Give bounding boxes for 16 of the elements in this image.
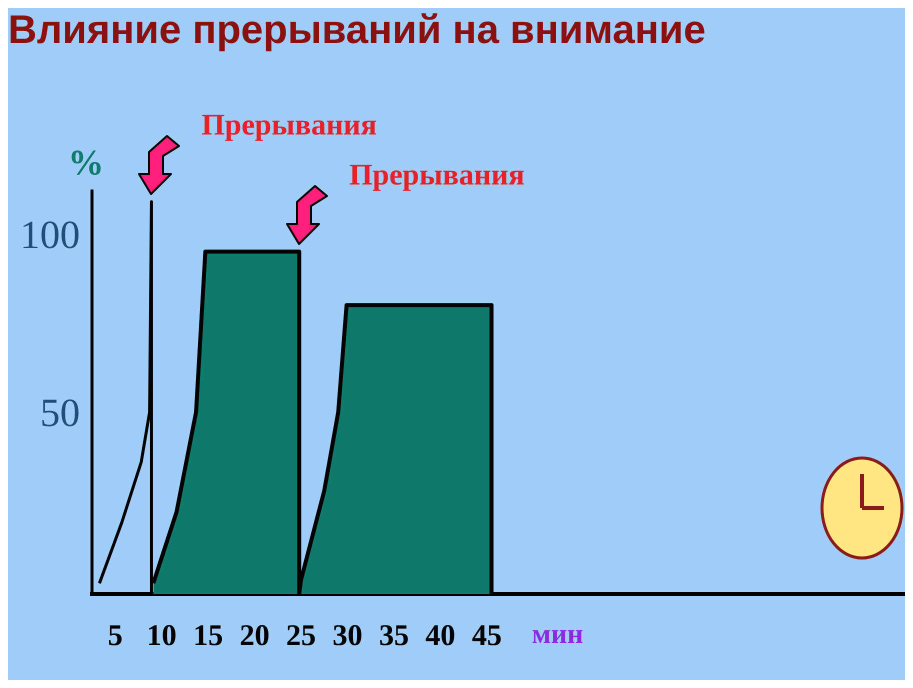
x-axis-title: мин (532, 619, 584, 650)
y-tick-label: 50 (40, 390, 80, 436)
x-tick-label: 45 (472, 618, 502, 652)
x-tick-label: 25 (286, 618, 316, 652)
x-tick-label: 40 (425, 618, 456, 652)
annotation: Прерывания (349, 158, 525, 192)
x-tick-label: 35 (378, 618, 409, 652)
x-tick-label: 20 (240, 618, 270, 652)
x-tick-label: 30 (332, 618, 363, 652)
x-tick-label: 10 (146, 618, 177, 652)
x-tick-label: 15 (193, 618, 224, 652)
annotation: Прерывания (201, 108, 377, 142)
y-tick-label: 100 (20, 212, 80, 257)
chart-title: Влияние прерываний на внимание (8, 8, 706, 52)
y-axis-title: % (68, 142, 104, 182)
x-tick-label: 5 (108, 618, 123, 652)
